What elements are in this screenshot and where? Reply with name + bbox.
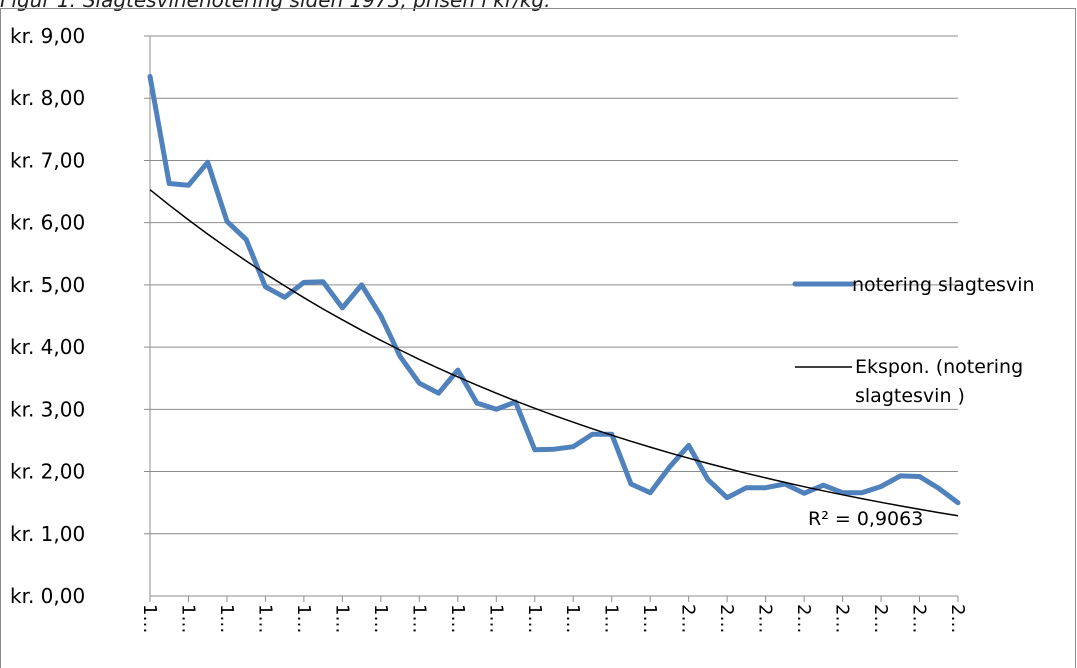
x-tick-label: 1… xyxy=(331,604,352,633)
legend-label-notering: notering slagtesvin xyxy=(852,274,1035,296)
y-tick-label: kr. 6,00 xyxy=(10,211,85,235)
x-tick-label: 1… xyxy=(447,604,468,633)
y-tick-label: kr. 9,00 xyxy=(10,24,85,48)
x-axis: 1… 1… 1… 1… 1… 1… 1… 1… 1… 1… 1… 1… 1… 1… 2… 2… 2… 2… 2… 2…… xyxy=(139,36,968,633)
x-tick-label: 1… xyxy=(639,604,660,633)
x-tick-label: 1… xyxy=(370,604,391,633)
x-tick-label: 1… xyxy=(216,604,237,633)
x-tick-label: 1… xyxy=(562,604,583,633)
x-tick-label: 1… xyxy=(177,604,198,633)
x-tick-label: 2… xyxy=(909,604,930,633)
x-tick-label: 2… xyxy=(947,604,968,633)
r-squared-label: R² = 0,9063 xyxy=(808,508,923,530)
y-tick-label: kr. 4,00 xyxy=(10,335,85,359)
legend: notering slagtesvin Ekspon. (notering sl… xyxy=(792,274,1035,407)
x-tick-label: 1… xyxy=(485,604,506,633)
x-tick-label: 1… xyxy=(293,604,314,633)
y-tick-label: kr. 5,00 xyxy=(10,273,85,297)
y-tick-label: kr. 3,00 xyxy=(10,397,85,421)
legend-label-ekspon-line1: Ekspon. (notering xyxy=(855,356,1023,378)
x-tick-label: 2… xyxy=(832,604,853,633)
y-tick-label: kr. 2,00 xyxy=(10,460,85,484)
legend-label-ekspon-line2: slagtesvin ) xyxy=(855,385,965,407)
figure-caption: Figur 1: Slagtesvinenotering siden 1973,… xyxy=(0,0,551,12)
y-tick-label: kr. 8,00 xyxy=(10,86,85,110)
series-line-notering xyxy=(147,73,961,506)
x-tick-label: 1… xyxy=(254,604,275,633)
x-tick-label: 2… xyxy=(793,604,814,633)
y-tick-label: kr. 7,00 xyxy=(10,148,85,172)
series-group xyxy=(147,73,961,517)
x-tick-label: 1… xyxy=(601,604,622,633)
gridlines xyxy=(144,35,958,535)
x-tick-label: 1… xyxy=(524,604,545,633)
x-tick-label: 2… xyxy=(716,604,737,633)
y-tick-label: kr. 0,00 xyxy=(10,584,85,608)
trendline-exponential xyxy=(149,189,959,517)
y-tick-label: kr. 1,00 xyxy=(10,522,85,546)
x-tick-label: 2… xyxy=(755,604,776,633)
chart-frame xyxy=(0,8,1076,668)
x-tick-label: 2… xyxy=(678,604,699,633)
x-tick-label: 1… xyxy=(139,604,160,633)
x-tick-label: 2… xyxy=(870,604,891,633)
x-tick-label: 1… xyxy=(408,604,429,633)
y-axis-ticks: kr. 0,00 kr. 1,00 kr. 2,00 kr. 3,00 kr. 4,00… xyxy=(10,24,85,608)
